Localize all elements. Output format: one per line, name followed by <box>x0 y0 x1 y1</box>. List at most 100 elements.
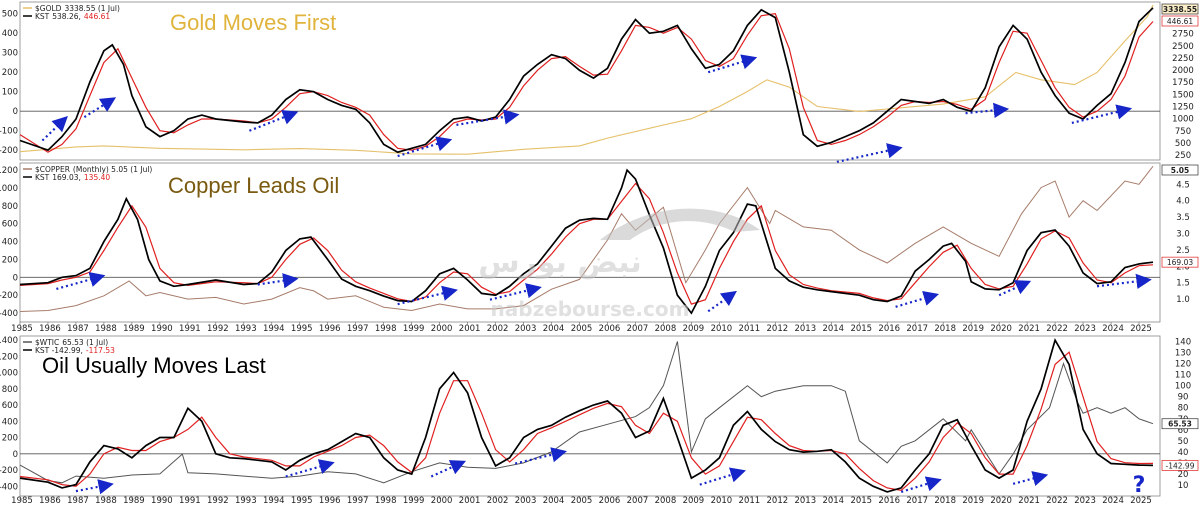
legend-kst-label: KST <box>35 173 50 182</box>
x-tick-label: 1990 <box>151 324 173 334</box>
signal-badge-text: -142.99 <box>1166 461 1195 470</box>
x-tick-label: 2005 <box>571 496 593 506</box>
legend-price-value: 65.53 (1 Jul) <box>62 338 108 347</box>
price-badge: 3338.55 <box>1161 3 1199 15</box>
x-tick-label: 1990 <box>151 496 173 506</box>
x-tick-label: 2010 <box>711 496 733 506</box>
x-tick-label: 2008 <box>655 496 677 506</box>
x-tick-label: 2017 <box>906 324 928 334</box>
x-tick-label: 2000 <box>431 496 453 506</box>
kst-series-line <box>19 168 1154 315</box>
legend-symbol: $COPPER <box>35 165 70 174</box>
left-tick-label: 1000 <box>0 184 18 194</box>
right-tick-label: 2500 <box>1172 42 1194 52</box>
signal-badge: 446.61 <box>1161 15 1199 27</box>
right-tick-label: 100 <box>1175 382 1191 392</box>
left-tick-label: -400 <box>0 482 18 492</box>
price-badge: 65.53 <box>1161 418 1199 430</box>
x-tick-label: 1999 <box>403 496 425 506</box>
x-tick-label: 1997 <box>347 324 369 334</box>
x-tick-label: 1987 <box>67 496 89 506</box>
legend-price-text: $GOLD 3338.55 (1 Jul) <box>35 4 120 13</box>
left-tick-label: 200 <box>2 68 18 78</box>
legend: $GOLD 3338.55 (1 Jul)KST 538.26, 446.61 <box>23 4 120 21</box>
x-tick-label: 2017 <box>906 496 928 506</box>
right-tick-label: 3.5 <box>1176 213 1190 223</box>
x-tick-label: 2015 <box>850 324 872 334</box>
right-tick-label: 10 <box>1178 481 1189 491</box>
right-tick-label: 2000 <box>1172 66 1194 76</box>
signal-badge-text: 446.61 <box>1167 17 1193 26</box>
x-tick-label: 2001 <box>459 324 481 334</box>
x-tick-label: 1987 <box>67 324 89 334</box>
signal-series-line <box>19 351 1154 491</box>
trend-arrow <box>248 110 299 132</box>
price-badge-text: 3338.55 <box>1163 5 1197 14</box>
trend-arrow <box>965 102 1010 119</box>
x-tick-label: 1995 <box>291 324 313 334</box>
x-tick-label: 1989 <box>123 324 145 334</box>
signal-badge: 169.03 <box>1161 256 1199 268</box>
price-badge-box <box>1161 164 1199 176</box>
right-tick-label: 2250 <box>1172 54 1194 64</box>
legend-kst-label: KST <box>35 12 50 21</box>
signal-badge-text: 169.03 <box>1167 258 1193 267</box>
x-tick-label: 2007 <box>627 496 649 506</box>
x-tick-label: 1992 <box>207 496 229 506</box>
trend-arrow <box>514 447 568 465</box>
x-tick-label: 1994 <box>263 496 285 506</box>
trend-arrow <box>836 143 903 164</box>
x-tick-label: 2014 <box>822 324 844 334</box>
trend-arrow <box>257 273 299 289</box>
right-tick-label: 500 <box>1175 139 1191 149</box>
price-series-line <box>19 165 1154 312</box>
trend-arrow <box>75 479 114 495</box>
panel-frame <box>19 1 1161 161</box>
legend-price-text: $WTIC 65.53 (1 Jul) <box>35 338 108 347</box>
x-tick-label: 2022 <box>1046 496 1068 506</box>
price-badge-text: 5.05 <box>1171 166 1190 175</box>
x-tick-label: 1993 <box>235 496 257 506</box>
left-tick-label: 400 <box>2 238 18 248</box>
right-tick-label: 1.0 <box>1176 295 1190 305</box>
left-tick-label: 200 <box>2 255 18 265</box>
trend-arrow <box>895 290 940 308</box>
right-tick-label: 1250 <box>1172 103 1194 113</box>
x-tick-label: 2014 <box>822 496 844 506</box>
price-series-line <box>19 341 1154 484</box>
left-tick-label: 400 <box>2 417 18 427</box>
x-tick-label: 2001 <box>459 496 481 506</box>
x-tick-label: 2020 <box>990 496 1012 506</box>
signal-badge: -142.99 <box>1161 460 1199 471</box>
x-tick-label: 2013 <box>794 496 816 506</box>
panel-title: Copper Leads Oil <box>168 173 339 198</box>
left-tick-label: 300 <box>2 49 18 59</box>
x-tick-label: 1997 <box>347 496 369 506</box>
x-tick-label: 2006 <box>599 496 621 506</box>
x-tick-label: 1991 <box>179 324 201 334</box>
left-tick-label: 1400 <box>0 336 18 346</box>
x-tick-label: 2021 <box>1018 324 1040 334</box>
left-tick-label: 400 <box>2 29 18 39</box>
panel-title: Oil Usually Moves Last <box>42 353 266 378</box>
watermark-bottom-text: nabzebourse.com <box>491 297 690 321</box>
trend-arrow <box>430 460 467 478</box>
x-tick-label: 1998 <box>375 324 397 334</box>
left-tick-label: 600 <box>2 401 18 411</box>
legend-signal-value: -117.53 <box>86 346 115 355</box>
left-tick-label: 0 <box>13 273 18 283</box>
left-tick-label: 100 <box>2 88 18 98</box>
right-tick-label: 120 <box>1175 360 1191 370</box>
right-tick-label: 750 <box>1175 127 1191 137</box>
x-tick-label: 2025 <box>1130 496 1152 506</box>
x-tick-label: 2002 <box>487 324 509 334</box>
x-tick-label: 2003 <box>515 324 537 334</box>
right-tick-label: 250 <box>1175 151 1191 161</box>
left-tick-label: -200 <box>0 146 18 156</box>
left-tick-label: 0 <box>13 450 18 460</box>
trend-arrow <box>1012 471 1049 486</box>
x-tick-label: 2005 <box>571 324 593 334</box>
right-tick-label: 40 <box>1178 448 1189 458</box>
legend-symbol: $GOLD <box>35 4 62 13</box>
